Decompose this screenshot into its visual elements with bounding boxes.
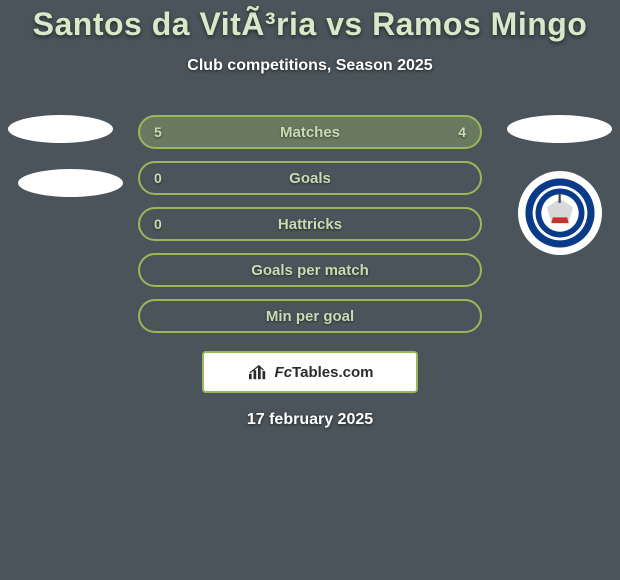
club-right-badge (518, 171, 602, 255)
page-title: Santos da VitÃ³ria vs Ramos Mingo (0, 6, 620, 43)
stat-label: Hattricks (278, 216, 342, 233)
stat-label: Min per goal (266, 308, 354, 325)
stat-row: 0 Hattricks (138, 207, 482, 241)
infographic: Santos da VitÃ³ria vs Ramos Mingo Club c… (0, 0, 620, 580)
stat-label: Goals per match (251, 262, 369, 279)
stat-row: Goals per match (138, 253, 482, 287)
brand-footer[interactable]: FcTables.com (202, 351, 418, 393)
stat-row: Min per goal (138, 299, 482, 333)
club-left-placeholder (18, 169, 123, 197)
stat-value-left: 0 (154, 216, 162, 232)
stat-value-right: 4 (458, 124, 466, 140)
subtitle: Club competitions, Season 2025 (0, 57, 620, 75)
stat-value-left: 0 (154, 170, 162, 186)
stat-row: 5 Matches 4 (138, 115, 482, 149)
bar-chart-icon (247, 363, 269, 381)
brand-text: FcTables.com (275, 364, 374, 381)
stat-rows: 5 Matches 4 0 Goals 0 Hattricks Goals per match… (138, 115, 482, 333)
date-label: 17 february 2025 (0, 411, 620, 429)
stat-row: 0 Goals (138, 161, 482, 195)
player-right-silhouette (507, 115, 612, 143)
club-badge-icon (524, 177, 596, 249)
player-left-silhouette (8, 115, 113, 143)
stat-label: Matches (280, 124, 340, 141)
comparison-stage: 5 Matches 4 0 Goals 0 Hattricks Goals per match… (0, 115, 620, 429)
stat-value-left: 5 (154, 124, 162, 140)
stat-label: Goals (289, 170, 331, 187)
